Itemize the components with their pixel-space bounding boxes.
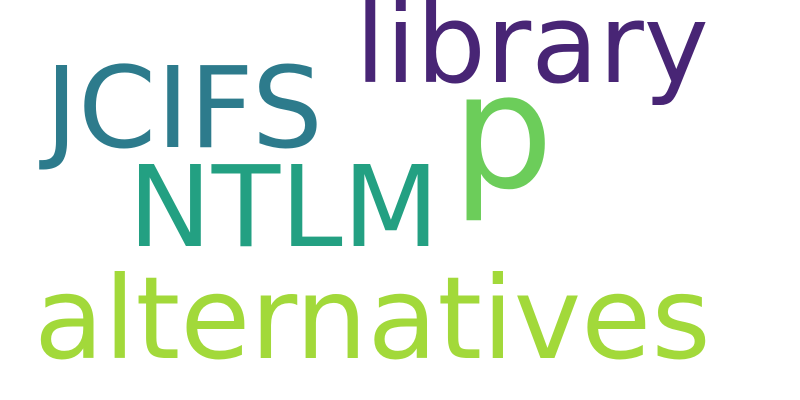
word-alternatives: alternatives — [34, 252, 711, 385]
word-library: library — [355, 0, 709, 108]
word-p: p — [452, 38, 554, 225]
word-jcifs: JCIFS — [45, 44, 323, 174]
word-ntlm: NTLM — [128, 143, 440, 273]
